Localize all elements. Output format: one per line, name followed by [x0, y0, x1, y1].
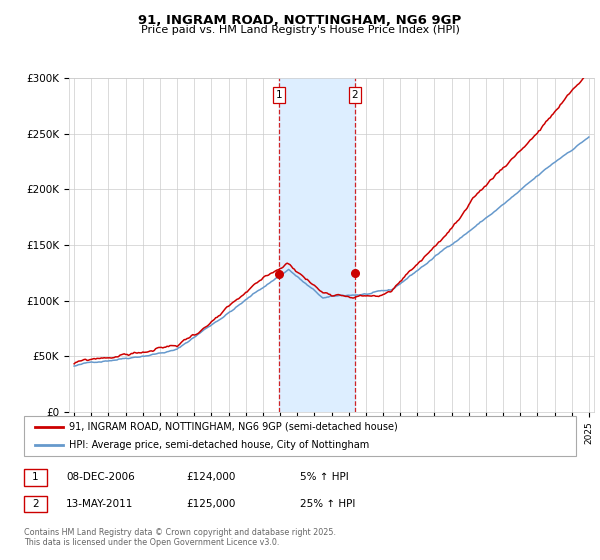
Text: HPI: Average price, semi-detached house, City of Nottingham: HPI: Average price, semi-detached house,… [69, 440, 369, 450]
Text: 5% ↑ HPI: 5% ↑ HPI [300, 472, 349, 482]
Text: Contains HM Land Registry data © Crown copyright and database right 2025.
This d: Contains HM Land Registry data © Crown c… [24, 528, 336, 547]
Text: 25% ↑ HPI: 25% ↑ HPI [300, 499, 355, 509]
Text: 2: 2 [32, 499, 39, 509]
Text: 08-DEC-2006: 08-DEC-2006 [66, 472, 135, 482]
Text: 2: 2 [352, 90, 358, 100]
Text: 1: 1 [32, 472, 39, 482]
Text: 13-MAY-2011: 13-MAY-2011 [66, 499, 133, 509]
Text: £125,000: £125,000 [186, 499, 235, 509]
Text: 1: 1 [275, 90, 282, 100]
Text: £124,000: £124,000 [186, 472, 235, 482]
Text: 91, INGRAM ROAD, NOTTINGHAM, NG6 9GP: 91, INGRAM ROAD, NOTTINGHAM, NG6 9GP [139, 14, 461, 27]
Bar [279, 78, 355, 412]
Text: 91, INGRAM ROAD, NOTTINGHAM, NG6 9GP (semi-detached house): 91, INGRAM ROAD, NOTTINGHAM, NG6 9GP (se… [69, 422, 398, 432]
Text: Price paid vs. HM Land Registry's House Price Index (HPI): Price paid vs. HM Land Registry's House … [140, 25, 460, 35]
